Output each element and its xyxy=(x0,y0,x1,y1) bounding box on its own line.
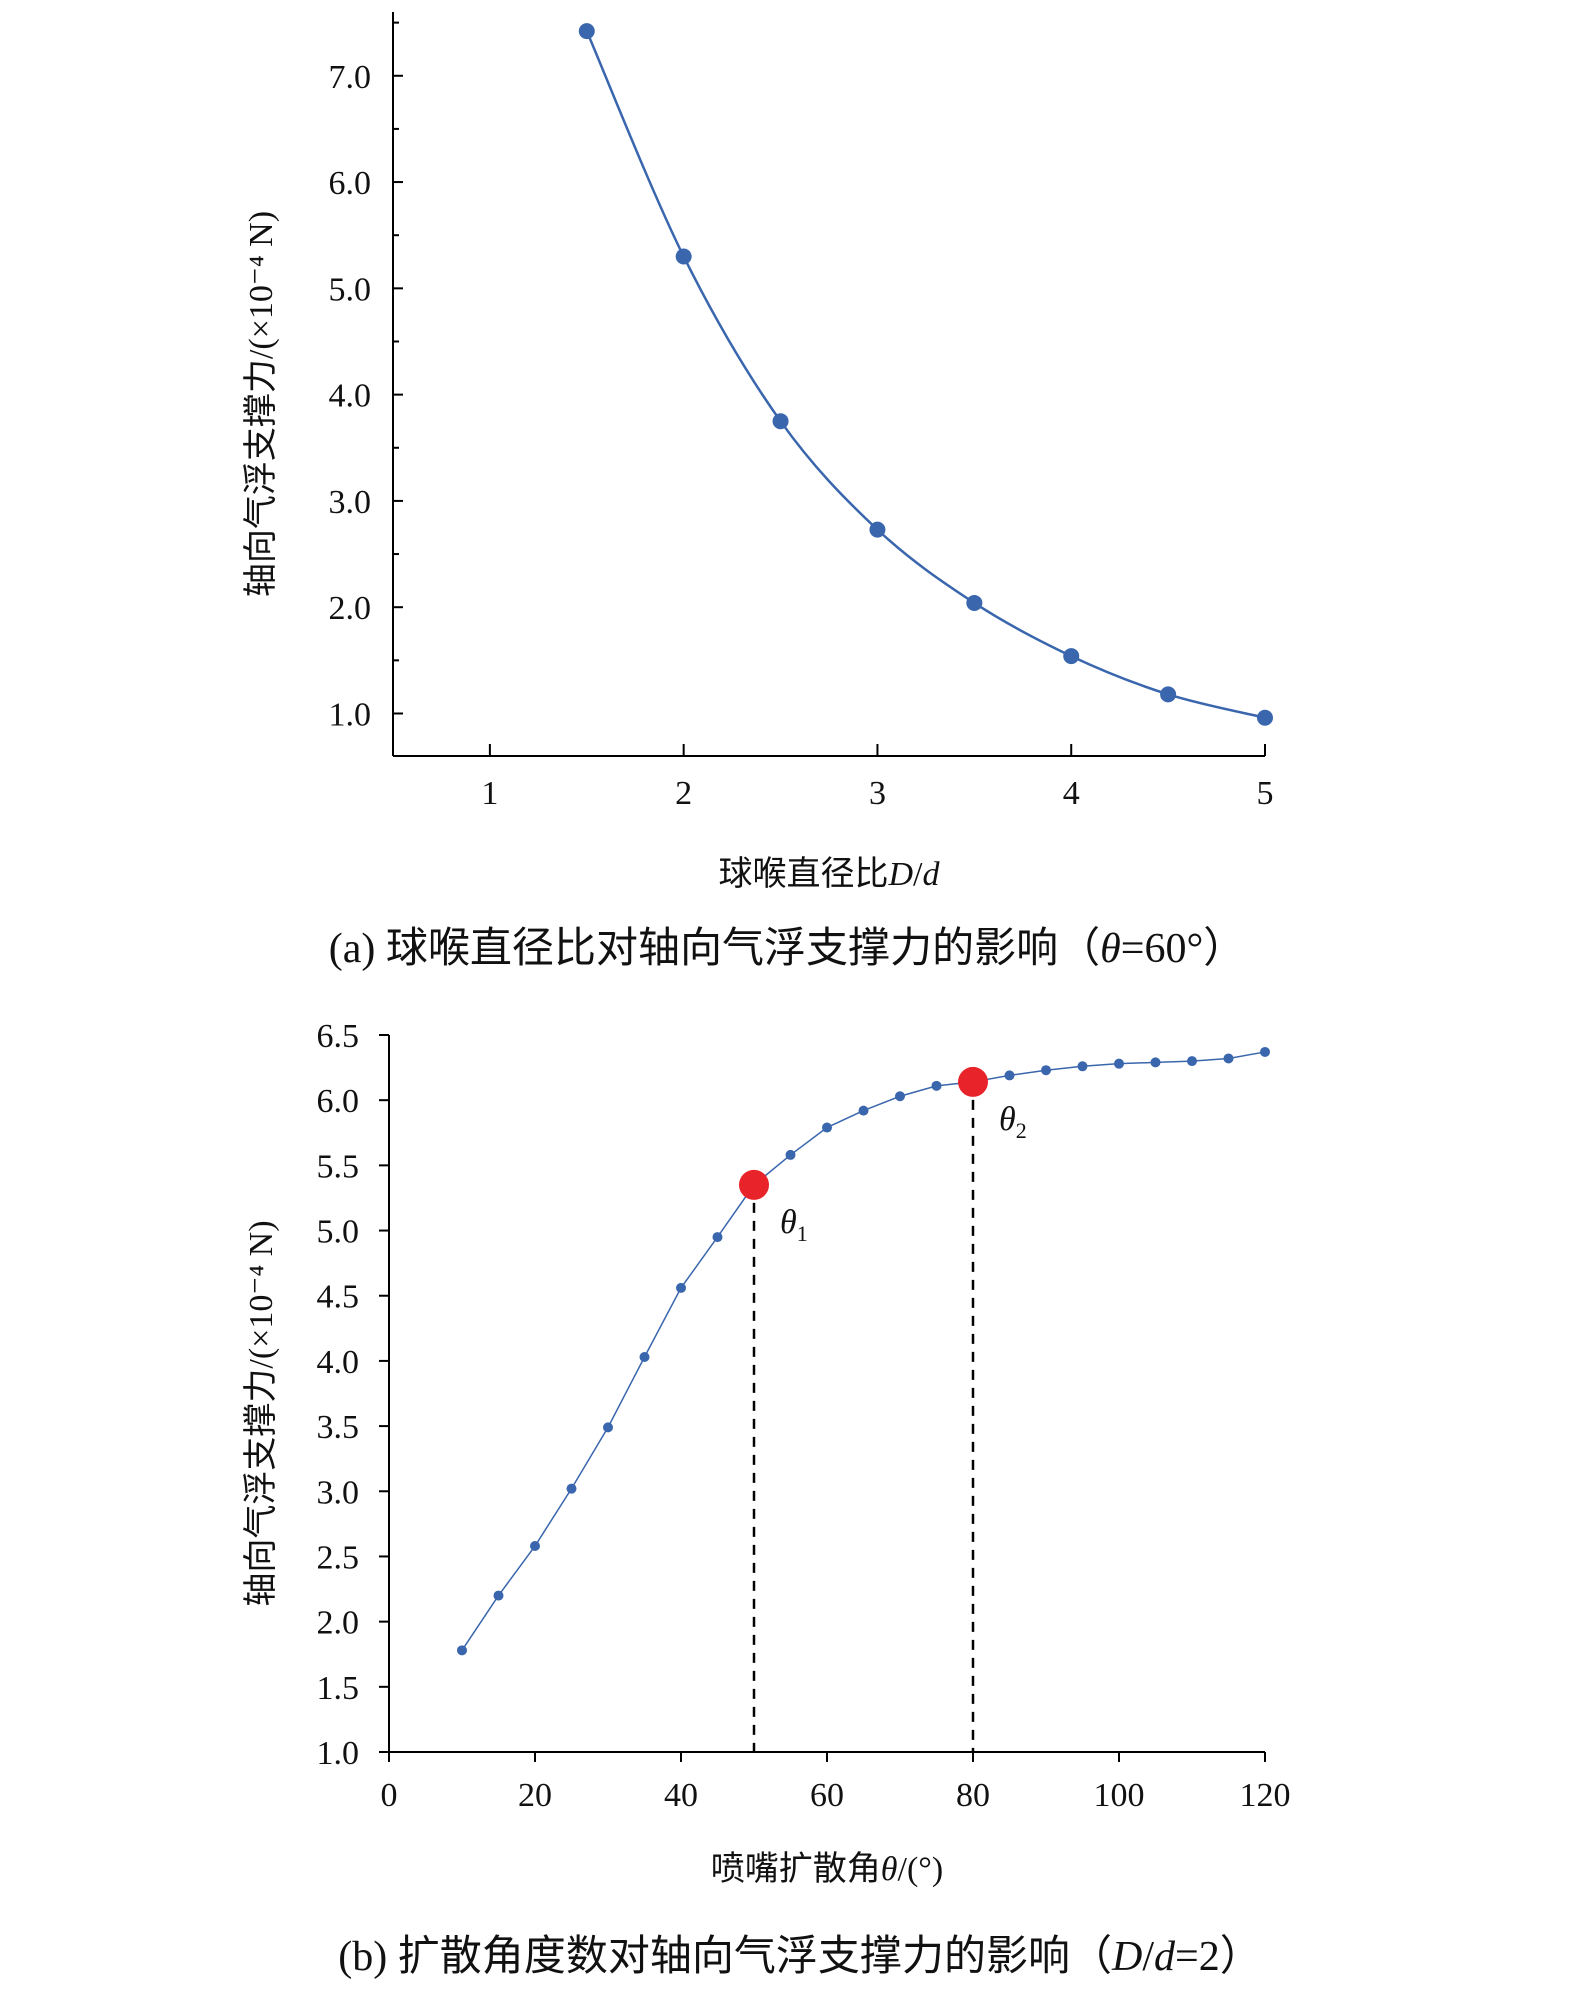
chart-b-y-tick-label: 4.0 xyxy=(317,1344,360,1381)
chart-b-data-point xyxy=(785,1149,796,1160)
chart-b-highlight-point xyxy=(739,1169,769,1200)
chart-b-data-point xyxy=(931,1080,942,1091)
chart-a: 1.0 2.0 3.0 4.0 5.0 6.0 7.0 1 2 3 4 5 球喉直径比D/d 轴向气浮… xyxy=(242,12,1274,972)
chart-b-data-point xyxy=(530,1541,540,1552)
chart-a-points-layer xyxy=(578,23,1273,726)
chart-b-data-point xyxy=(1114,1058,1124,1069)
chart-a-x-tick-label: 3 xyxy=(869,775,886,812)
chart-b-highlight-layer: θ1 θ2 xyxy=(739,1066,1027,1246)
chart-a-tick-labels: 1.0 2.0 3.0 4.0 5.0 6.0 7.0 1 2 3 4 5 xyxy=(329,59,1274,812)
chart-a-y-tick-label: 2.0 xyxy=(329,590,372,627)
chart-a-y-tick-label: 3.0 xyxy=(329,484,372,521)
chart-b-y-tick-label: 1.5 xyxy=(317,1670,360,1707)
chart-b-y-axis-label: 轴向气浮支撑力/(×10⁻⁴ N) xyxy=(242,1220,280,1606)
chart-b-y-tick-label: 5.5 xyxy=(317,1148,360,1185)
chart-b-data-point xyxy=(493,1590,504,1601)
chart-b-x-tick-label: 20 xyxy=(518,1777,552,1814)
chart-b-x-tick-label: 80 xyxy=(956,1777,990,1814)
chart-b-x-axis-label: 喷嘴扩散角θ/(°) xyxy=(711,1850,943,1888)
chart-b-points-layer xyxy=(457,1046,1270,1656)
chart-b-data-point xyxy=(457,1645,467,1656)
chart-b-y-tick-label: 3.0 xyxy=(317,1474,360,1511)
chart-a-axes xyxy=(392,12,1266,757)
chart-b-x-tick-label: 0 xyxy=(381,1777,398,1814)
chart-b-data-point xyxy=(1223,1053,1234,1064)
chart-b: θ1 θ2 1.0 1.5 2.0 2.5 3.0 3.5 4.0 4.5 5.0 5.5 6.0 6.… xyxy=(242,1018,1291,1980)
chart-b-y-tick-label: 1.0 xyxy=(317,1735,360,1772)
chart-a-y-tick-label: 4.0 xyxy=(329,378,372,415)
chart-b-data-point xyxy=(1041,1065,1051,1076)
chart-b-y-tick-label: 2.0 xyxy=(317,1605,360,1642)
chart-b-guide-lines xyxy=(752,1081,975,1752)
chart-a-data-point xyxy=(1063,648,1080,665)
chart-b-data-point xyxy=(639,1351,650,1362)
chart-b-x-tick-label: 60 xyxy=(810,1777,844,1814)
chart-b-y-tick-label: 5.0 xyxy=(317,1214,360,1251)
chart-a-curve xyxy=(585,30,1266,719)
chart-a-caption: (a) 球喉直径比对轴向气浮支撑力的影响（θ=60°） xyxy=(329,926,1246,972)
chart-b-data-point xyxy=(1260,1046,1270,1057)
chart-a-y-tick-label: 6.0 xyxy=(329,165,372,202)
chart-a-y-tick-label: 7.0 xyxy=(329,59,372,96)
chart-b-tick-labels: 1.0 1.5 2.0 2.5 3.0 3.5 4.0 4.5 5.0 5.5 6.0 6.5 0 20 4… xyxy=(317,1018,1291,1814)
chart-a-y-axis-label: 轴向气浮支撑力/(×10⁻⁴ N) xyxy=(242,211,280,597)
chart-b-y-tick-label: 2.5 xyxy=(317,1539,360,1576)
chart-b-data-point xyxy=(566,1483,577,1494)
chart-a-curve-layer xyxy=(585,30,1266,719)
chart-a-data-point xyxy=(966,594,983,611)
chart-b-axes xyxy=(379,1034,1266,1762)
chart-b-highlight-label: θ2 xyxy=(999,1101,1027,1143)
chart-a-x-tick-label: 1 xyxy=(481,775,498,812)
chart-b-curve-layer xyxy=(461,1051,1266,1651)
chart-a-x-axis-label: 球喉直径比D/d xyxy=(718,855,940,893)
chart-b-data-point xyxy=(1187,1056,1197,1067)
chart-b-data-point xyxy=(895,1091,905,1102)
chart-b-data-point xyxy=(676,1282,686,1293)
chart-b-data-point xyxy=(822,1122,832,1133)
chart-a-data-point xyxy=(1160,686,1177,703)
chart-b-y-tick-label: 6.5 xyxy=(317,1018,360,1055)
chart-b-caption: (b) 扩散角度数对轴向气浮支撑力的影响（D/d=2） xyxy=(338,1934,1261,1980)
chart-a-data-point xyxy=(675,248,692,265)
chart-b-highlight-label: θ1 xyxy=(780,1204,808,1246)
chart-b-y-tick-label: 6.0 xyxy=(317,1083,360,1120)
chart-b-data-point xyxy=(712,1232,723,1243)
chart-a-data-point xyxy=(578,23,595,40)
chart-b-data-point xyxy=(858,1105,869,1116)
chart-b-data-point xyxy=(1150,1057,1161,1068)
chart-b-x-tick-label: 40 xyxy=(664,1777,698,1814)
chart-a-data-point xyxy=(1257,709,1273,726)
chart-b-data-point xyxy=(1004,1070,1015,1081)
chart-b-y-tick-label: 3.5 xyxy=(317,1409,360,1446)
chart-b-data-point xyxy=(1077,1061,1088,1072)
chart-a-y-tick-label: 5.0 xyxy=(329,271,372,308)
chart-a-x-tick-label: 2 xyxy=(675,775,692,812)
chart-b-highlight-point xyxy=(958,1066,988,1097)
chart-b-x-tick-label: 100 xyxy=(1094,1777,1145,1814)
chart-b-x-tick-label: 120 xyxy=(1240,1777,1291,1814)
chart-a-x-tick-label: 5 xyxy=(1257,775,1274,812)
chart-a-y-tick-label: 1.0 xyxy=(329,696,372,733)
chart-a-data-point xyxy=(869,521,886,538)
chart-a-x-tick-label: 4 xyxy=(1063,775,1080,812)
chart-a-data-point xyxy=(772,413,789,430)
chart-b-data-point xyxy=(603,1422,613,1433)
chart-b-y-tick-label: 4.5 xyxy=(317,1279,360,1316)
chart-b-curve xyxy=(461,1051,1266,1651)
